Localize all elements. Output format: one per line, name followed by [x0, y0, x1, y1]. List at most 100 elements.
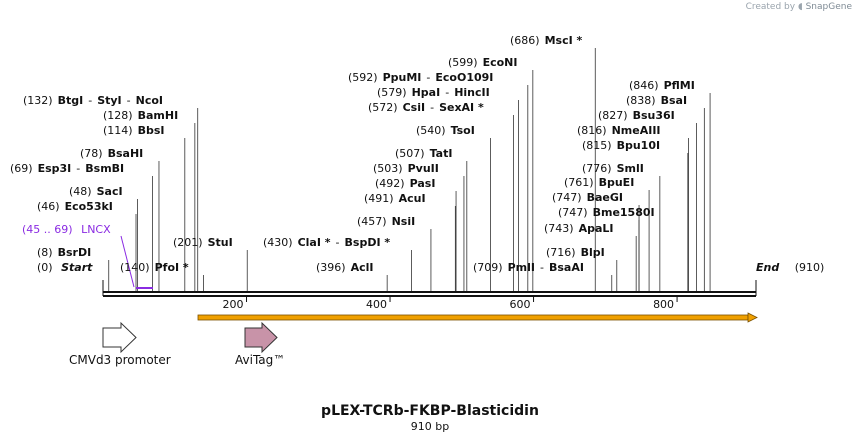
site-pos: (815) [582, 139, 612, 152]
site-label-btgi: (132) BtgI - StyI - NcoI [23, 94, 163, 107]
orf-arrowhead [747, 312, 758, 323]
site-separator: - [445, 86, 449, 99]
site-label-bpuei: (761) BpuEI [564, 176, 634, 189]
end-label: End (910) [756, 261, 824, 274]
tick-label-400: 400 [366, 298, 387, 311]
site-name: HpaI [412, 86, 441, 99]
site-label-saci: (48) SacI [69, 185, 123, 198]
site-label-stui: (201) StuI [173, 236, 233, 249]
site-name: NsiI [392, 215, 416, 228]
site-pos: (599) [448, 56, 478, 69]
site-label-bsu36i: (827) Bsu36I [598, 109, 675, 122]
site-pos: (592) [348, 71, 378, 84]
orf-bar [197, 314, 749, 321]
site-label-pflmi: (846) PflMI [629, 79, 695, 92]
site-label-pasi: (492) PasI [375, 177, 435, 190]
site-name: BspDI * [345, 236, 391, 249]
site-pos: (761) [564, 176, 594, 189]
site-pos: (48) [69, 185, 92, 198]
lncx-leader [120, 235, 135, 288]
snapgene-logo-icon: ◖ [797, 2, 803, 12]
site-pos: (430) [263, 236, 293, 249]
site-name: TsoI [451, 124, 475, 137]
site-label-bsai: (838) BsaI [626, 94, 687, 107]
site-name: HincII [454, 86, 490, 99]
site-label-smli: (776) SmlI [582, 162, 644, 175]
credit-brand: SnapGene [805, 2, 852, 12]
site-label-esp3i: (69) Esp3I - BsmBI [10, 162, 124, 175]
lncx-name: LNCX [81, 223, 111, 236]
site-name: PmlI [508, 261, 535, 274]
site-name: CsiI [403, 101, 425, 114]
site-name: Bpu10I [617, 139, 661, 152]
site-name: BpuEI [599, 176, 635, 189]
site-label-eco53ki: (46) Eco53kI [37, 200, 113, 213]
credit-prefix: Created by [745, 2, 796, 12]
site-name: BamHI [138, 109, 179, 122]
site-name: NmeAIII [612, 124, 661, 137]
site-name: EcoNI [483, 56, 518, 69]
start-label: (0) Start [37, 261, 93, 274]
site-name: SexAI * [439, 101, 484, 114]
site-label-acui: (491) AcuI [364, 192, 426, 205]
site-label-csii: (572) CsiI - SexAI * [368, 101, 484, 114]
site-name: SmlI [617, 162, 644, 175]
site-name: PasI [410, 177, 436, 190]
site-name: BsaHI [108, 147, 144, 160]
site-name: BsrDI [58, 246, 92, 259]
site-pos: (128) [103, 109, 133, 122]
dna-backbone [102, 280, 757, 297]
site-pos: (747) [552, 191, 582, 204]
site-pos: (140) [120, 261, 150, 274]
site-pos: (716) [546, 246, 576, 259]
site-label-blpi: (716) BlpI [546, 246, 605, 259]
site-pos: (540) [416, 124, 446, 137]
start-name: Start [61, 261, 93, 274]
site-separator: - [430, 101, 434, 114]
site-label-bbsi: (114) BbsI [103, 124, 165, 137]
site-labels: (8) BsrDI(46) Eco53kI(48) SacI(69) Esp3I - Bsm… [10, 34, 695, 274]
site-name: BtgI [58, 94, 84, 107]
avitag-label: AviTag™ [235, 353, 285, 367]
site-pos: (686) [510, 34, 540, 47]
site-label-baegi: (747) BaeGI [552, 191, 623, 204]
site-name: EcoO109I [435, 71, 493, 84]
site-label-nmeaiii: (816) NmeAIII [577, 124, 661, 137]
site-pos: (457) [357, 215, 387, 228]
site-label-pvuii: (503) PvuII [373, 162, 439, 175]
tick-label-600: 600 [510, 298, 531, 311]
site-label-pmli: (709) PmlI - BsaAI [473, 261, 584, 274]
site-name: MscI * [545, 34, 583, 47]
site-pos: (709) [473, 261, 503, 274]
site-pos: (503) [373, 162, 403, 175]
site-pos: (776) [582, 162, 612, 175]
site-separator: - [127, 94, 131, 107]
site-label-bsahi: (78) BsaHI [80, 147, 143, 160]
site-label-tsoi: (540) TsoI [416, 124, 475, 137]
map-length: 910 bp [411, 420, 449, 433]
site-name: PflMI [664, 79, 695, 92]
lncx-range: (45 .. 69) [22, 223, 73, 236]
site-label-ppumi: (592) PpuMI - EcoO109I [348, 71, 493, 84]
site-label-bme1580i: (747) Bme1580I [558, 206, 655, 219]
site-pos: (491) [364, 192, 394, 205]
site-name: PfoI * [155, 261, 189, 274]
site-pos: (492) [375, 177, 405, 190]
site-pos: (507) [395, 147, 425, 160]
site-pos: (46) [37, 200, 60, 213]
site-leader-lines [108, 48, 711, 292]
site-separator: - [76, 162, 80, 175]
site-name: StuI [208, 236, 233, 249]
end-pos: (910) [795, 261, 825, 274]
site-pos: (132) [23, 94, 53, 107]
site-name: Bsu36I [633, 109, 675, 122]
site-separator: - [336, 236, 340, 249]
cmv-promoter-arrow-icon [102, 321, 137, 354]
site-pos: (747) [558, 206, 588, 219]
site-name: NcoI [136, 94, 163, 107]
end-name: End [756, 261, 779, 274]
site-pos: (396) [316, 261, 346, 274]
site-label-tati: (507) TatI [395, 147, 452, 160]
site-label-hpai: (579) HpaI - HincII [377, 86, 490, 99]
